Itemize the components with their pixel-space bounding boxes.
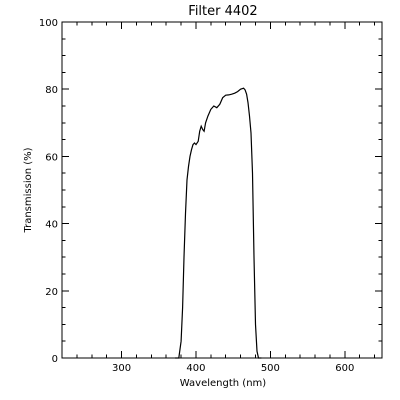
y-tick-label: 0 [52,354,58,365]
y-tick-label: 20 [45,287,58,298]
x-axis-label: Wavelength (nm) [180,378,266,389]
chart-title: Filter 4402 [188,4,257,19]
transmission-curve [175,87,262,359]
y-tick-label: 40 [45,220,58,231]
x-tick-label: 300 [112,363,131,374]
series-group [175,87,262,359]
y-tick-label: 100 [39,18,58,29]
y-tick-label: 80 [45,85,58,96]
ticks-group: 300 400 500 600 0 20 40 60 80 100 [39,18,382,374]
y-tick-label: 60 [45,152,58,163]
y-axis-label: Transmission (%) [23,147,34,233]
x-tick-label: 600 [335,363,354,374]
x-tick-label: 400 [186,363,205,374]
x-tick-label: 500 [261,363,280,374]
